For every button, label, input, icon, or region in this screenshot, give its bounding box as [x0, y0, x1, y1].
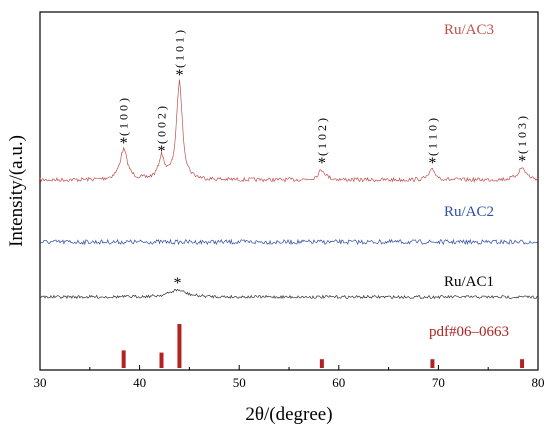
- reference-stick: [177, 324, 182, 368]
- x-tick-label: 70: [432, 375, 445, 390]
- peak-label: ( 1 1 0 ): [425, 118, 439, 156]
- peak-marker: *: [158, 143, 166, 160]
- peak-label: ( 1 0 0 ): [117, 98, 131, 136]
- x-tick-label: 50: [233, 375, 246, 390]
- peak-marker: *: [175, 67, 183, 84]
- plot-frame: [39, 11, 539, 371]
- reference-stick: [159, 352, 164, 368]
- peak-label: ( 1 0 3 ): [515, 116, 529, 154]
- peak-label: ( 1 0 2 ): [315, 118, 329, 156]
- reference-stick: [520, 359, 525, 368]
- peak-marker: *: [120, 135, 128, 152]
- y-axis-title: Intensity/(a.u.): [6, 135, 27, 247]
- x-tick-label: 30: [34, 375, 47, 390]
- series-label: Ru/AC1: [444, 274, 494, 290]
- trace-layer: [39, 79, 539, 368]
- peak-label: ( 1 0 1 ): [172, 30, 186, 68]
- x-tick-label: 40: [133, 375, 146, 390]
- series-label: Ru/AC2: [444, 204, 494, 220]
- series-trace: [39, 238, 539, 246]
- reference-stick: [319, 359, 324, 368]
- peak-marker: *: [428, 155, 436, 172]
- reference-stick: [121, 350, 126, 368]
- x-axis-title: 2θ/(degree): [245, 404, 332, 425]
- series-label: pdf#06–0663: [429, 324, 509, 340]
- peak-label: ( 0 0 2 ): [155, 106, 169, 144]
- x-tick-label: 60: [332, 375, 345, 390]
- peak-marker: *: [173, 275, 181, 292]
- peak-marker: *: [518, 153, 526, 170]
- x-tick-label: 80: [532, 375, 545, 390]
- series-trace: [39, 288, 539, 300]
- tick-layer: 30 40 50 60 70 80: [34, 365, 545, 390]
- peak-marker: *: [318, 155, 326, 172]
- label-layer: Ru/AC3*( 1 0 0 )*( 0 0 2 )*( 1 0 1 )*( 1…: [117, 22, 529, 340]
- series-label: Ru/AC3: [444, 22, 494, 38]
- series-trace: [39, 79, 539, 183]
- reference-stick: [430, 359, 435, 368]
